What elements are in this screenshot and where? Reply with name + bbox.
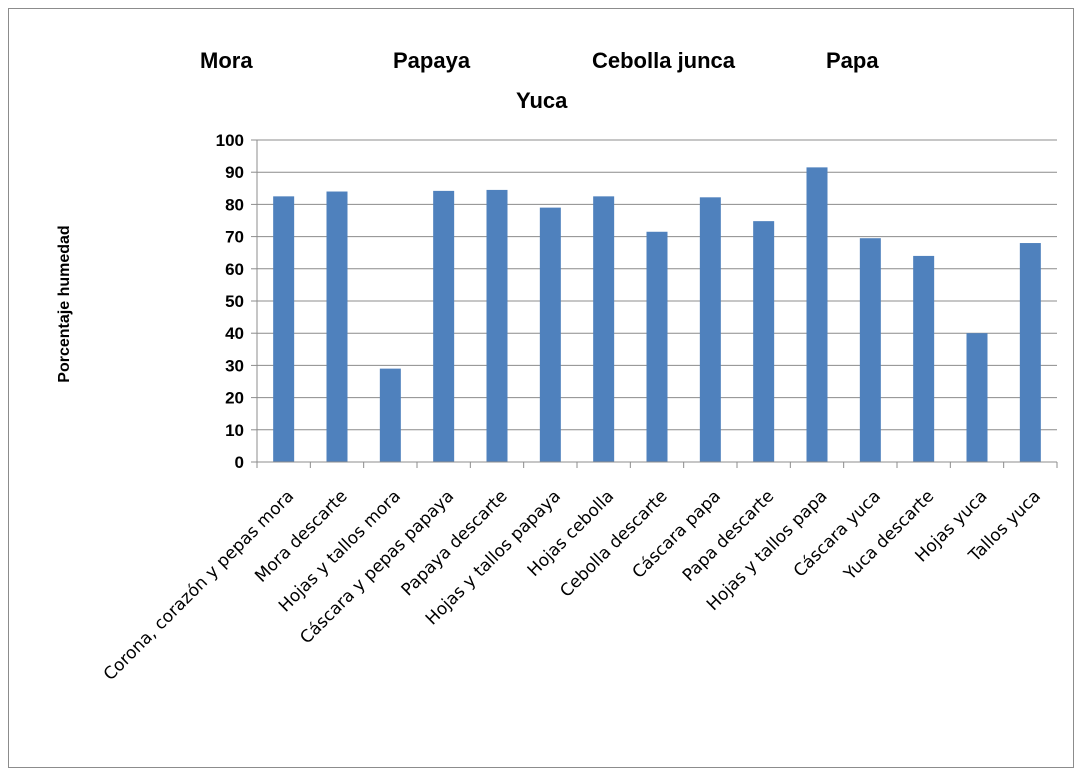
group-title-cebolla-junca: Cebolla junca <box>592 48 736 73</box>
group-title-yuca: Yuca <box>516 88 568 113</box>
bar-6 <box>539 207 561 462</box>
bar-14 <box>966 333 988 462</box>
y-tick-label-10: 10 <box>225 421 244 440</box>
y-tick-label-100: 100 <box>216 131 244 150</box>
y-tick-label-60: 60 <box>225 260 244 279</box>
bar-11 <box>806 167 828 462</box>
y-tick-label-40: 40 <box>225 324 244 343</box>
chart-title-groups: Mora Papaya Cebolla junca Papa Yuca <box>200 48 879 113</box>
x-tick-label-2: Mora descarte <box>251 486 351 586</box>
bar-10 <box>753 221 775 462</box>
bars <box>273 167 1041 463</box>
x-tick-label-13: Yuca descarte <box>840 486 939 585</box>
bar-4 <box>433 190 455 462</box>
x-tick-label-1: Corona, corazón y pepas mora <box>100 486 298 684</box>
bar-5 <box>486 189 508 462</box>
y-tick-label-50: 50 <box>225 292 244 311</box>
group-title-mora: Mora <box>200 48 253 73</box>
y-tick-label-0: 0 <box>235 453 244 472</box>
bar-8 <box>646 231 668 462</box>
bar-2 <box>326 191 348 462</box>
bar-13 <box>913 255 935 462</box>
bar-12 <box>859 238 881 462</box>
y-tick-label-80: 80 <box>225 195 244 214</box>
x-tick-label-10: Papa descarte <box>679 486 778 585</box>
y-tick-label-20: 20 <box>225 389 244 408</box>
y-tick-label-70: 70 <box>225 228 244 247</box>
axes <box>251 139 1058 468</box>
y-tick-labels: 0 10 20 30 40 50 60 70 80 90 100 <box>216 131 244 472</box>
bar-7 <box>593 196 615 462</box>
y-tick-label-90: 90 <box>225 163 244 182</box>
bar-9 <box>699 197 721 463</box>
bar-1 <box>273 196 295 462</box>
group-title-papa: Papa <box>826 48 879 73</box>
bar-3 <box>379 368 401 462</box>
bar-15 <box>1019 243 1041 462</box>
y-axis-label: Porcentaje humedad <box>56 225 73 382</box>
y-tick-label-30: 30 <box>225 356 244 375</box>
group-title-papaya: Papaya <box>393 48 471 73</box>
